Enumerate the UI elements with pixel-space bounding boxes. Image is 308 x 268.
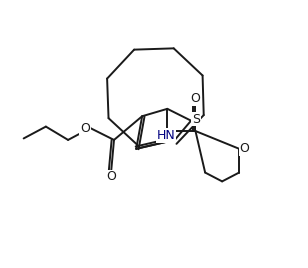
Text: O: O xyxy=(191,92,201,105)
Text: O: O xyxy=(80,122,90,135)
Text: HN: HN xyxy=(156,129,175,142)
Text: O: O xyxy=(106,170,116,184)
Text: S: S xyxy=(192,113,200,126)
Text: O: O xyxy=(240,142,249,155)
